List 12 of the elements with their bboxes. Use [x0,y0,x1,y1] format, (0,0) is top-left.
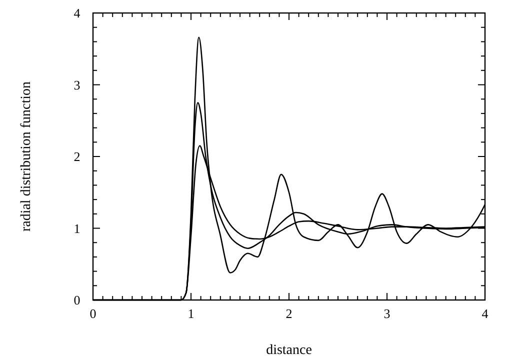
y-tick-label: 4 [74,6,81,20]
y-tick-label: 1 [74,220,80,236]
x-tick-label: 3 [384,306,390,321]
y-tick-label: 3 [74,77,80,92]
y-axis-title: radial distribution function [19,81,34,232]
y-tick-label: 0 [74,292,80,308]
x-tick-label: 1 [188,306,194,321]
y-tick-label: 2 [74,149,80,164]
x-tick-label: 4 [482,306,489,321]
x-tick-label: 0 [90,306,96,321]
x-tick-label: 2 [286,306,292,321]
x-axis-title: distance [266,343,312,358]
